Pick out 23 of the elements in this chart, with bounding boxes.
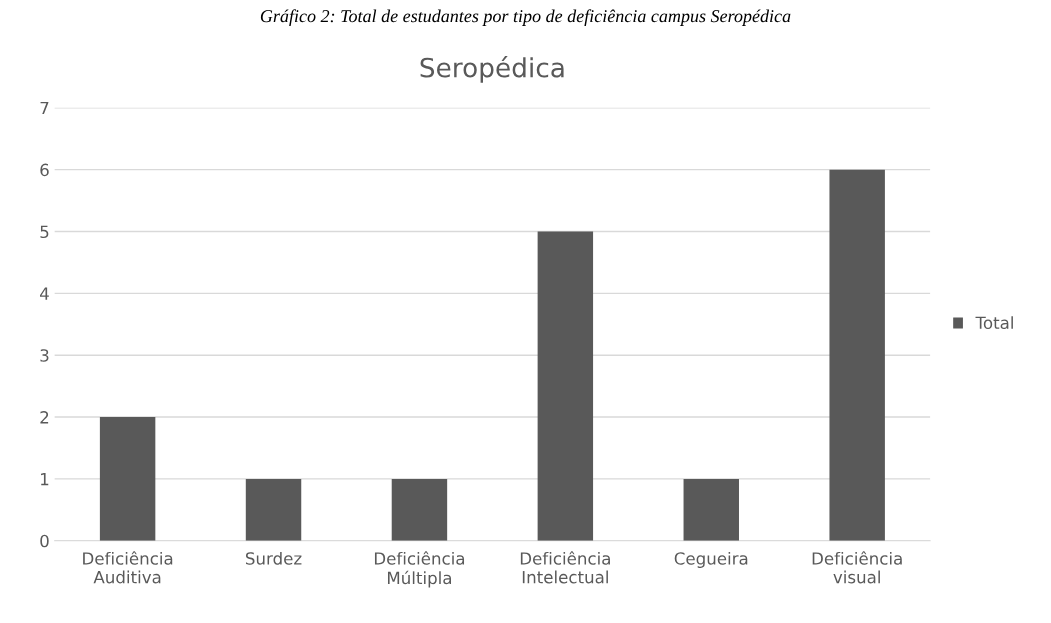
bar <box>391 478 448 541</box>
bar <box>683 478 739 541</box>
bar <box>829 169 885 541</box>
y-tick-label: 3 <box>40 349 49 362</box>
x-tick-label: Deficiência Múltipla <box>374 551 465 588</box>
y-tick-label: 2 <box>40 411 49 424</box>
text: Gráfico 2: Total de estudantes por tipo de deficiência campus Seropédica <box>260 9 791 26</box>
x-tick-label: Deficiência visual <box>812 551 902 584</box>
x-tick-label: Deficiência Auditiva <box>83 551 173 584</box>
x-tick-label: Surdez <box>245 551 302 565</box>
y-tick-label: 4 <box>40 287 49 300</box>
chart-title: Seropédica <box>420 56 564 83</box>
x-tick-label: Deficiência Intelectual <box>520 551 610 584</box>
bar <box>245 478 302 541</box>
bar <box>537 231 594 541</box>
y-tick-label: 5 <box>40 225 49 239</box>
y-tick-label: 1 <box>41 473 49 486</box>
legend-label: Total <box>975 316 1013 330</box>
y-tick-label: 0 <box>40 534 49 548</box>
y-tick-label: 6 <box>40 163 49 177</box>
bar <box>99 417 156 541</box>
x-tick-label: Cegueira <box>674 551 748 569</box>
y-tick-label: 7 <box>40 101 49 115</box>
